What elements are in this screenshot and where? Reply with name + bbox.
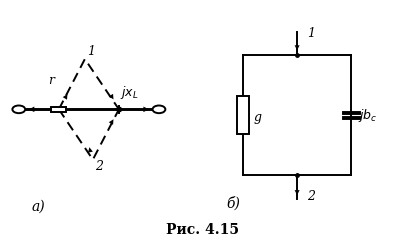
- Circle shape: [152, 106, 165, 113]
- Text: 1: 1: [87, 45, 95, 58]
- Text: а): а): [32, 199, 45, 213]
- Bar: [237, 96, 248, 135]
- Text: 2: 2: [306, 190, 314, 203]
- Text: б): б): [226, 197, 239, 211]
- Text: Рис. 4.15: Рис. 4.15: [166, 223, 239, 237]
- Text: r: r: [48, 74, 54, 87]
- Circle shape: [13, 106, 25, 113]
- Bar: [51, 107, 66, 112]
- Text: 1: 1: [306, 27, 314, 40]
- Text: $jx_L$: $jx_L$: [119, 84, 138, 101]
- Text: g: g: [253, 111, 261, 124]
- Text: $jb_c$: $jb_c$: [358, 107, 377, 124]
- Text: 2: 2: [95, 160, 102, 173]
